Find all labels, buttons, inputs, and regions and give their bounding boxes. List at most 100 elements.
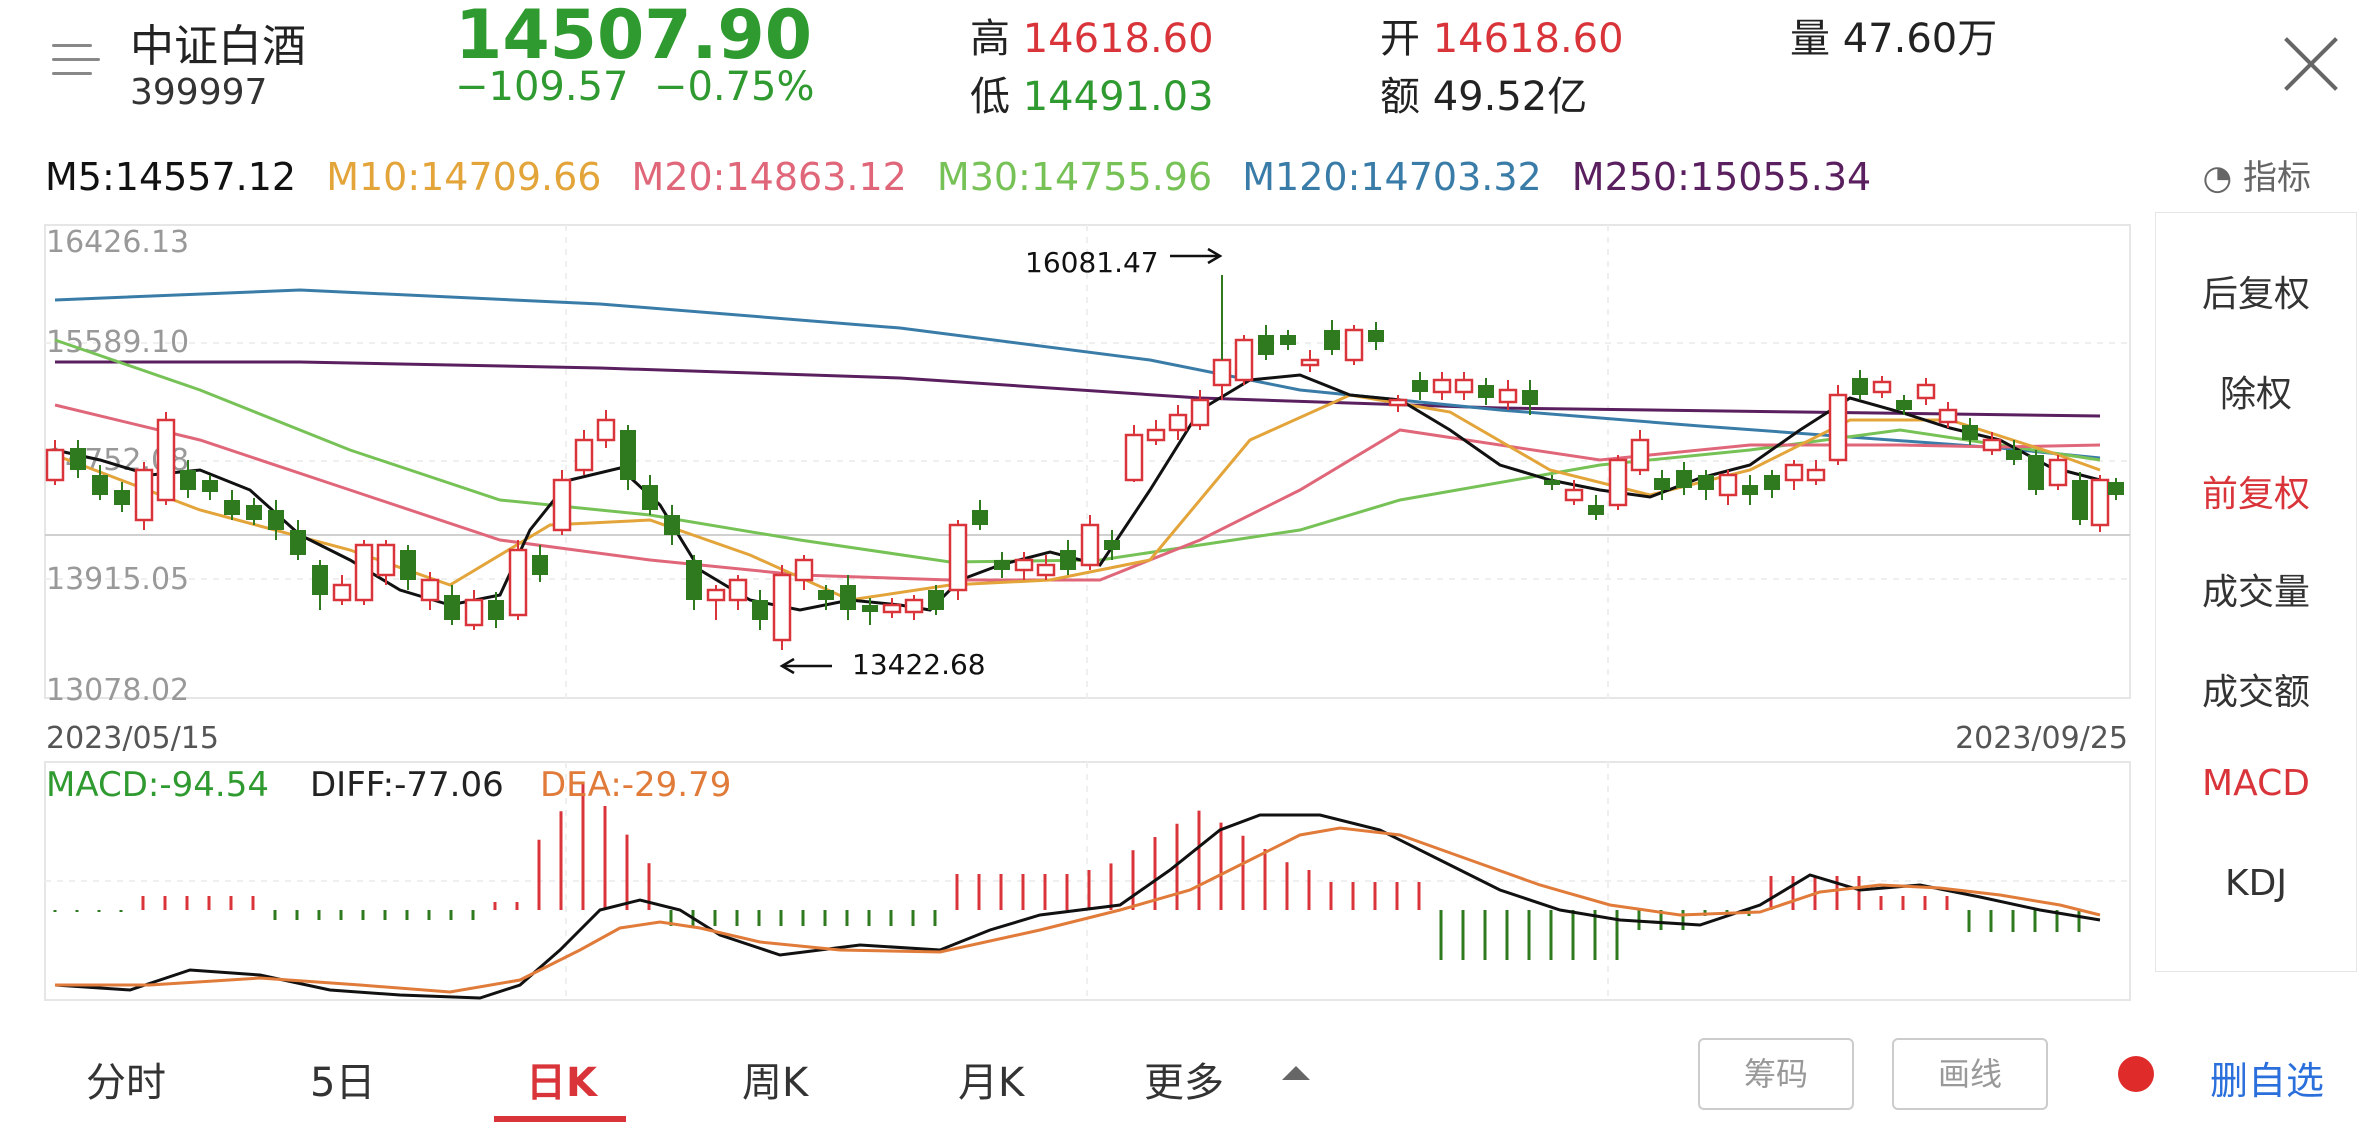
candle-body [1212, 358, 1232, 387]
gauge-icon: ◔ [2202, 158, 2233, 198]
y-label-5: 13078.02 [46, 673, 189, 708]
dea-line [55, 826, 2101, 994]
date-start: 2023/05/15 [46, 721, 219, 756]
adjust-sidebar: 后复权 除权 前复权 成交量 成交额 MACD KDJ [2155, 212, 2357, 972]
kline-chart[interactable]: 16426.13 15589.10 14752.08 13915.05 1307… [0, 0, 2371, 1030]
min-price-label: 13422.68 [852, 648, 986, 681]
chips-button[interactable]: 筹码 [1698, 1038, 1854, 1110]
candle-body [904, 598, 924, 614]
candle-body [1962, 425, 1978, 440]
candle-body [972, 510, 988, 525]
active-tab-indicator [494, 1116, 626, 1122]
candle-body [1544, 480, 1560, 485]
candle-body [1168, 413, 1188, 432]
candle-body [1764, 475, 1780, 490]
amount-stat: 额 49.52亿 [1380, 64, 1587, 122]
caret-up-icon[interactable] [1282, 1066, 1310, 1080]
candle-body [1124, 433, 1144, 482]
sidebar-item-backward[interactable]: 后复权 [2201, 274, 2310, 315]
dea-value: DEA:-29.79 [540, 765, 731, 805]
diff-line [54, 813, 2101, 1000]
candle-body [552, 478, 572, 532]
ma5-label: M5:14557.12 [45, 155, 297, 199]
candle-body [45, 448, 65, 482]
candle-body [70, 448, 86, 470]
sidebar-item-forward[interactable]: 前复权 [2201, 474, 2310, 515]
candle-body [1608, 458, 1628, 507]
candle-body [400, 550, 416, 580]
candle-body [1676, 470, 1692, 488]
candle-body [1280, 335, 1296, 345]
candle-body [1982, 438, 2002, 452]
indicator-button[interactable]: ◔ 指标 [2203, 150, 2311, 199]
candle-body [928, 590, 944, 610]
tab-weekly-k[interactable]: 周K [742, 1060, 809, 1106]
tab-timeshare[interactable]: 分时 [86, 1060, 166, 1106]
candle-body [1080, 523, 1100, 567]
date-end: 2023/09/25 [1955, 721, 2128, 756]
menu-icon[interactable] [52, 38, 100, 86]
open-value: 14618.60 [1432, 16, 1624, 62]
candle-body [994, 560, 1010, 570]
tab-daily-k[interactable]: 日K [526, 1060, 597, 1106]
draw-line-button[interactable]: 画线 [1892, 1038, 2048, 1110]
low-label: 低 [970, 74, 1010, 120]
candle-body [1564, 488, 1584, 502]
candle-body [1718, 473, 1738, 497]
candle-body [642, 485, 658, 510]
candle-body [180, 470, 196, 490]
candle-body [1036, 563, 1056, 577]
stock-name: 中证白酒 [130, 21, 306, 72]
candle-body [1588, 505, 1604, 515]
candle-body [596, 418, 616, 442]
candle-body [224, 500, 240, 515]
candle-body [948, 523, 968, 592]
candle-body [1498, 388, 1518, 404]
candle-body [1698, 475, 1714, 490]
sidebar-item-kdj[interactable]: KDJ [2225, 863, 2287, 904]
candle-body [246, 505, 262, 520]
candle-body [862, 605, 878, 612]
candle-body [664, 515, 680, 535]
indicator-label: 指标 [2243, 158, 2311, 198]
low-value: 14491.03 [1022, 74, 1214, 120]
ma20-label: M20:14863.12 [631, 155, 907, 199]
volume-value: 47.60万 [1842, 16, 1998, 62]
candle-body [1234, 338, 1254, 382]
remove-favorite-button[interactable]: 删自选 [2210, 1059, 2325, 1103]
sidebar-item-macd[interactable]: MACD [2202, 763, 2310, 804]
candle-body [114, 490, 130, 505]
candle-body [1368, 330, 1384, 342]
sidebar-item-volume[interactable]: 成交量 [2201, 572, 2310, 613]
diff-value: DIFF:-77.06 [310, 765, 504, 805]
sidebar-item-turnover[interactable]: 成交额 [2201, 672, 2310, 713]
candle-body [2048, 458, 2068, 487]
candle-body [620, 430, 636, 480]
candle-body [1454, 378, 1474, 394]
candle-body [444, 595, 460, 620]
ma30-line [54, 338, 2101, 564]
min-arrowhead [779, 657, 795, 675]
tab-more[interactable]: 更多 [1144, 1060, 1224, 1106]
candle-body [532, 555, 548, 575]
sidebar-item-exright[interactable]: 除权 [2219, 374, 2292, 415]
candle-body [420, 578, 440, 602]
open-stat: 开 14618.60 [1380, 6, 1624, 64]
ma250-line [55, 360, 2101, 418]
candle-body [1938, 408, 1958, 424]
candle-body [464, 598, 484, 627]
tab-monthly-k[interactable]: 月K [958, 1060, 1025, 1106]
ma-legend: M5:14557.12 M10:14709.66 M20:14863.12 M3… [45, 155, 1889, 199]
ma120-label: M120:14703.32 [1242, 155, 1542, 199]
candle-body [1104, 540, 1120, 550]
candle-body [134, 468, 154, 522]
candle-body [202, 480, 218, 492]
tab-5day[interactable]: 5日 [310, 1060, 376, 1106]
candle-body [1344, 328, 1364, 362]
record-dot-icon[interactable] [2118, 1056, 2154, 1092]
candle-body [1828, 393, 1848, 462]
candle-body [1784, 463, 1804, 482]
candle-body [488, 600, 504, 620]
candle-body [268, 510, 284, 530]
open-label: 开 [1380, 16, 1420, 62]
